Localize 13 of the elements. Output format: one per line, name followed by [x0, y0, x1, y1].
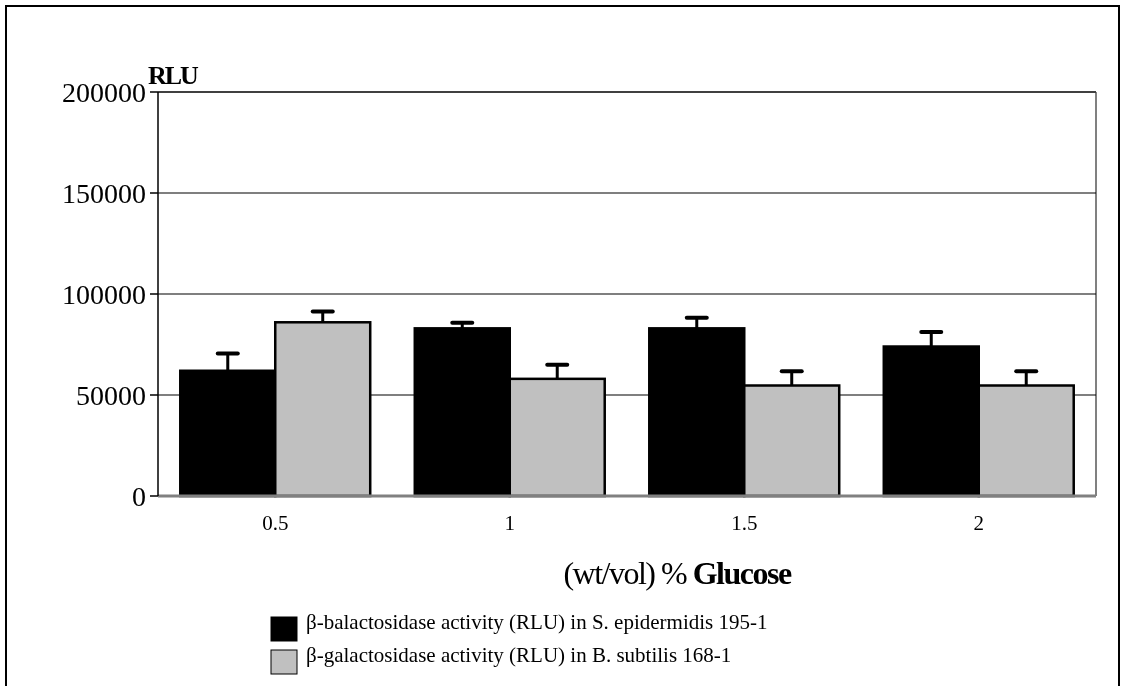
x-tick-label: 2	[973, 511, 984, 535]
x-tick-label: 1.5	[731, 511, 758, 535]
y-tick-label: 100000	[62, 278, 146, 310]
x-tick-label: 0.5	[262, 511, 289, 535]
y-axis-title: RLU	[148, 61, 200, 90]
y-tick-label: 0	[132, 480, 146, 512]
x-tick-label: 1	[504, 511, 515, 535]
legend-label: β-galactosidase activity (RLU) in B. subtilis 168-1	[306, 643, 732, 668]
y-tick-label: 150000	[62, 177, 146, 209]
y-tick-label: 50000	[76, 379, 146, 411]
legend-label: β-balactosidase activity (RLU) in S. epidermidis 195-1	[306, 610, 768, 635]
y-tick-label: 200000	[62, 76, 146, 108]
x-axis-title: (wt/vol) % Glucose	[563, 555, 792, 591]
